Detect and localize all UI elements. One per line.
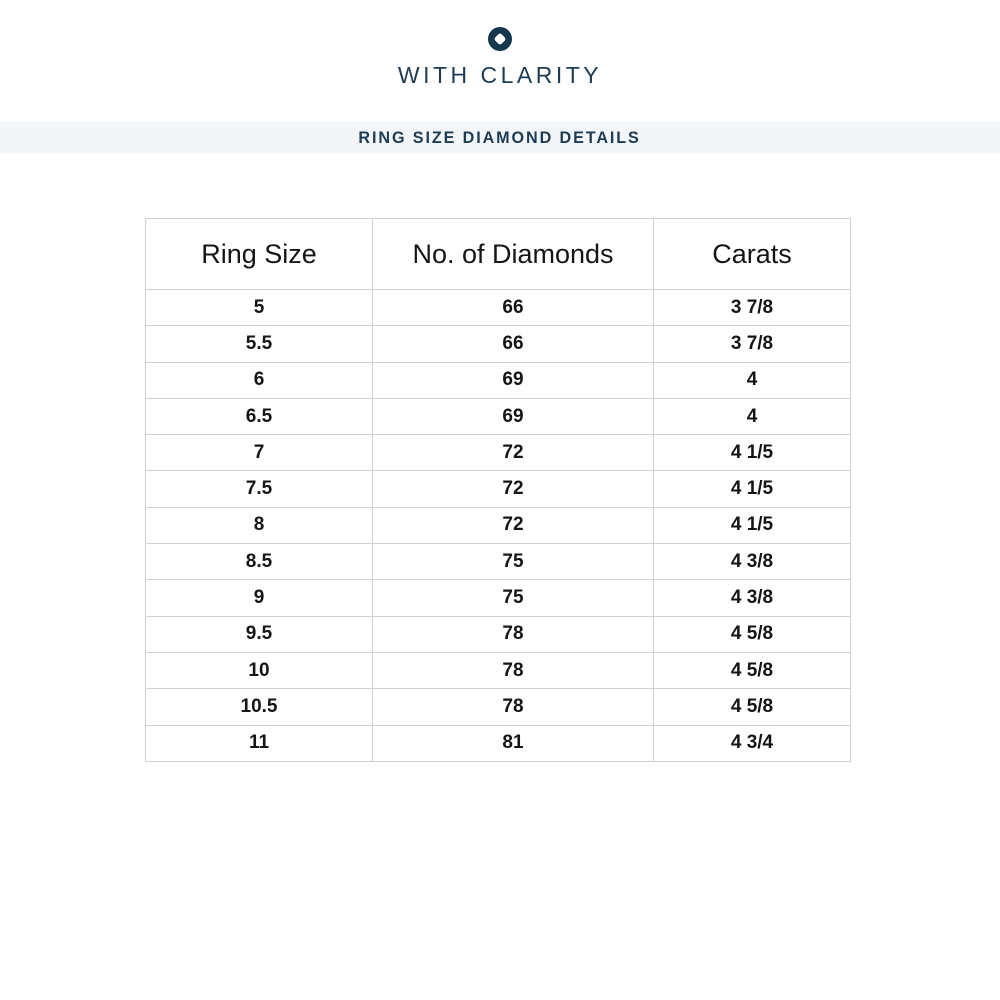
table-cell: 8.5 [145, 543, 373, 581]
table-cell: 78 [372, 651, 654, 690]
brand-name: WITH CLARITY [397, 62, 603, 88]
table-cell: 8 [145, 506, 373, 545]
table-cell: 4 5/8 [653, 688, 851, 726]
table-row: 6 69 4 [145, 361, 851, 399]
table-row: 8 72 4 1/5 [145, 506, 851, 545]
table-cell: 11 [145, 724, 373, 762]
table-cell: 4 [653, 397, 851, 436]
diamond-glyph-icon [493, 32, 507, 46]
table-cell: 4 1/5 [653, 506, 851, 545]
column-header-carats: Carats [653, 218, 851, 290]
table-cell: 4 1/5 [653, 434, 851, 472]
table-cell: 72 [372, 506, 654, 545]
ring-size-diamond-table: Ring Size No. of Diamonds Carats 5 66 3 7/… [145, 218, 851, 762]
banner: RING SIZE DIAMOND DETAILS [0, 122, 1000, 153]
table-cell: 4 [653, 361, 851, 399]
table-cell: 3 7/8 [653, 325, 851, 363]
table-cell: 78 [372, 615, 654, 653]
table-row: 5.5 66 3 7/8 [145, 325, 851, 363]
table-row: 5 66 3 7/8 [145, 288, 851, 327]
table-row: 10 78 4 5/8 [145, 651, 851, 690]
table-cell: 6.5 [145, 397, 373, 436]
table-cell: 81 [372, 724, 654, 762]
table-cell: 4 5/8 [653, 615, 851, 653]
table-row: 10.5 78 4 5/8 [145, 688, 851, 726]
table-cell: 4 5/8 [653, 651, 851, 690]
table-cell: 6 [145, 361, 373, 399]
table-cell: 9.5 [145, 615, 373, 653]
table-row: 11 81 4 3/4 [145, 724, 851, 762]
table-cell: 69 [372, 397, 654, 436]
table-cell: 4 3/8 [653, 543, 851, 581]
table-cell: 10 [145, 651, 373, 690]
table-row: 7 72 4 1/5 [145, 434, 851, 472]
table-cell: 69 [372, 361, 654, 399]
table-cell: 9 [145, 579, 373, 617]
table-cell: 72 [372, 434, 654, 472]
table-cell: 5 [145, 288, 373, 327]
table-header-row: Ring Size No. of Diamonds Carats [145, 218, 851, 290]
table-cell: 10.5 [145, 688, 373, 726]
table-row: 9.5 78 4 5/8 [145, 615, 851, 653]
table-cell: 7.5 [145, 470, 373, 508]
table-row: 9 75 4 3/8 [145, 579, 851, 617]
table-cell: 7 [145, 434, 373, 472]
table-cell: 72 [372, 470, 654, 508]
table-row: 7.5 72 4 1/5 [145, 470, 851, 508]
table-cell: 66 [372, 325, 654, 363]
table-cell: 78 [372, 688, 654, 726]
table-cell: 3 7/8 [653, 288, 851, 327]
table-body: 5 66 3 7/8 5.5 66 3 7/8 6 69 4 6.5 69 4 7 72 4 1/5 7.5 7… [145, 288, 851, 762]
table-row: 6.5 69 4 [145, 397, 851, 436]
banner-title: RING SIZE DIAMOND DETAILS [358, 127, 642, 147]
table-cell: 5.5 [145, 325, 373, 363]
table-cell: 4 3/8 [653, 579, 851, 617]
table-row: 8.5 75 4 3/8 [145, 543, 851, 581]
column-header-ring-size: Ring Size [145, 218, 373, 290]
table-cell: 4 3/4 [653, 724, 851, 762]
table-cell: 66 [372, 288, 654, 327]
table-cell: 4 1/5 [653, 470, 851, 508]
table-cell: 75 [372, 579, 654, 617]
column-header-no-of-diamonds: No. of Diamonds [372, 218, 654, 290]
table-cell: 75 [372, 543, 654, 581]
brand-logo-diamond-icon [488, 27, 512, 51]
